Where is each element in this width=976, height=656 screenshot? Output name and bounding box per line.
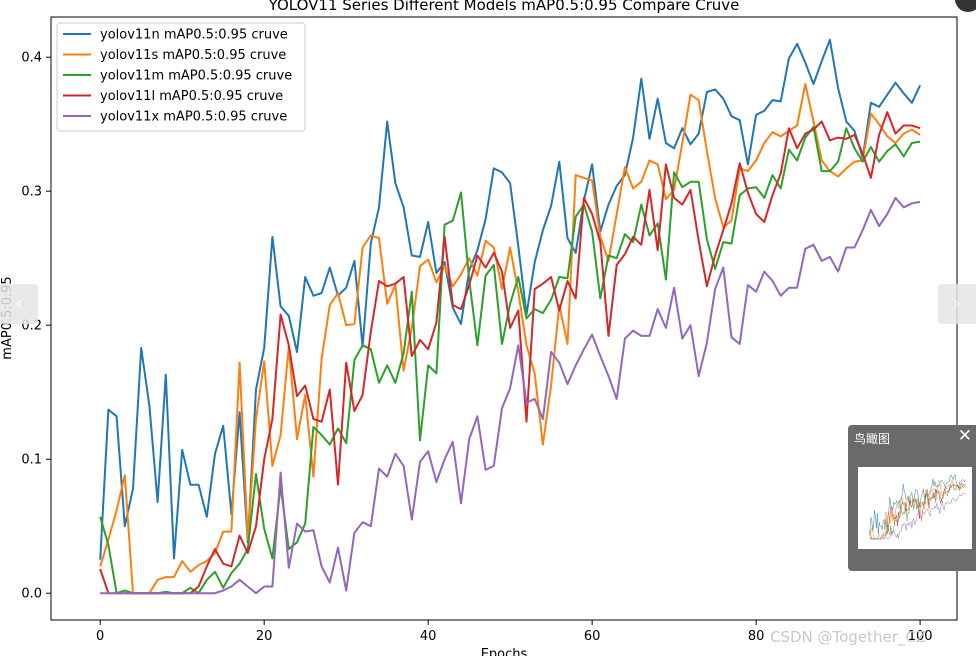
- x-tick-label: 40: [420, 629, 437, 644]
- y-tick-label: 0.1: [21, 453, 42, 468]
- legend: yolov11n mAP0.5:0.95 cruve yolov11s mAP0.…: [56, 22, 306, 132]
- series-line-2: [99, 125, 921, 595]
- series-line-0: [99, 38, 922, 560]
- watermark: CSDN @Together_CZ: [770, 628, 927, 646]
- x-axis-label: Epochs: [481, 647, 528, 656]
- prev-image-button[interactable]: ‹: [0, 284, 38, 324]
- legend-box: [56, 22, 306, 132]
- series-line-4: [100, 196, 921, 595]
- thumbnail-series-layer: [869, 473, 966, 540]
- thumbnail-series-line-1: [869, 479, 966, 540]
- legend-label-3: yolov11l mAP0.5:0.95 cruve: [100, 89, 283, 104]
- series-line-3: [99, 111, 921, 595]
- chart-title: YOLOV11 Series Different Models mAP0.5:0…: [268, 0, 740, 14]
- y-tick-label: 0.0: [21, 587, 42, 602]
- legend-label-0: yolov11n mAP0.5:0.95 cruve: [100, 28, 288, 43]
- series-line-1: [99, 83, 921, 595]
- legend-label-4: yolov11x mAP0.5:0.95 cruve: [100, 110, 287, 125]
- x-tick-label: 80: [748, 629, 765, 644]
- y-tick-label: 0.3: [21, 185, 42, 200]
- birdseye-panel: 鸟瞰图 ✕: [848, 425, 976, 571]
- corner-button[interactable]: [955, 0, 976, 12]
- next-image-button[interactable]: ›: [938, 284, 976, 324]
- x-tick-label: 60: [584, 629, 601, 644]
- birdseye-header: 鸟瞰图 ✕: [848, 425, 976, 451]
- thumbnail-series-line-4: [869, 492, 966, 540]
- legend-label-2: yolov11m mAP0.5:0.95 cruve: [100, 69, 292, 84]
- x-tick-label: 100: [908, 629, 933, 644]
- thumbnail-series-line-3: [869, 482, 966, 540]
- x-tick-label: 20: [256, 629, 273, 644]
- legend-label-1: yolov11s mAP0.5:0.95 cruve: [100, 48, 286, 63]
- birdseye-title: 鸟瞰图: [854, 432, 891, 446]
- series-layer: [99, 38, 922, 595]
- y-tick-label: 0.4: [21, 51, 42, 66]
- birdseye-close-icon[interactable]: ✕: [957, 426, 972, 446]
- birdseye-thumbnail[interactable]: [858, 467, 972, 549]
- thumbnail-series-line-2: [869, 483, 966, 540]
- x-tick-label: 0: [96, 629, 104, 644]
